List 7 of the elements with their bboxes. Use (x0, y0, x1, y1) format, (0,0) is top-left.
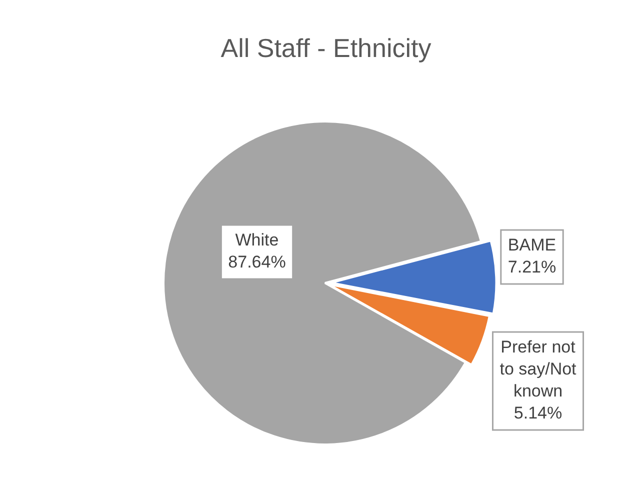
chart-title: All Staff - Ethnicity (220, 33, 432, 64)
slice-label: Prefer not to say/Not known (500, 338, 577, 401)
data-label: 7.21% (508, 258, 556, 277)
data-label: 5.14% (514, 404, 562, 423)
data-label: 87.64% (228, 252, 286, 272)
slice-label: White (235, 230, 279, 250)
slice-label: BAME (508, 236, 556, 255)
